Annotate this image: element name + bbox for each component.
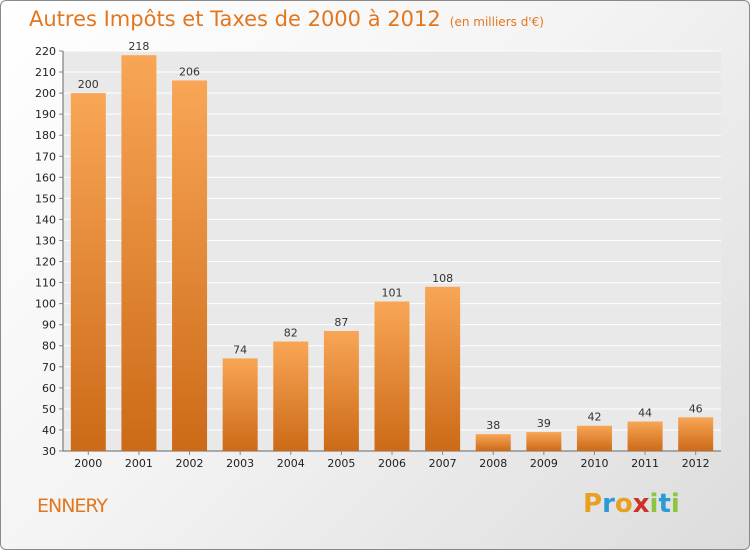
x-tick-label: 2007 xyxy=(429,457,457,470)
x-tick-label: 2008 xyxy=(479,457,507,470)
y-tick-label: 40 xyxy=(42,424,56,437)
y-tick-label: 80 xyxy=(42,340,56,353)
y-tick-label: 220 xyxy=(35,45,56,58)
proxiti-logo: Proxiti xyxy=(583,489,680,519)
bar-2006 xyxy=(374,301,410,451)
bar-2012 xyxy=(678,417,714,451)
y-tick-label: 130 xyxy=(35,234,56,247)
bar-2000 xyxy=(70,93,106,452)
value-label: 200 xyxy=(78,78,99,91)
logo-letter: P xyxy=(583,489,603,519)
bar-2004 xyxy=(273,341,309,451)
x-tick-label: 2003 xyxy=(226,457,254,470)
logo-letter: r xyxy=(602,489,615,519)
commune-name: ENNERY xyxy=(37,495,108,517)
title-main: Autres Impôts et Taxes de 2000 à 2012 xyxy=(29,7,441,31)
value-label: 38 xyxy=(486,419,500,432)
x-tick-label: 2012 xyxy=(682,457,710,470)
y-tick-label: 190 xyxy=(35,108,56,121)
logo-letter: t xyxy=(658,489,671,519)
x-tick-label: 2005 xyxy=(327,457,355,470)
y-tick-label: 170 xyxy=(35,150,56,163)
x-tick-label: 2009 xyxy=(530,457,558,470)
y-tick-label: 50 xyxy=(42,403,56,416)
bar-2009 xyxy=(526,432,562,451)
y-tick-label: 90 xyxy=(42,319,56,332)
y-tick-label: 210 xyxy=(35,66,56,79)
chart-title: Autres Impôts et Taxes de 2000 à 2012 (e… xyxy=(29,7,544,31)
bar-2005 xyxy=(323,331,359,451)
value-label: 74 xyxy=(233,343,247,356)
y-tick-label: 160 xyxy=(35,171,56,184)
y-tick-label: 60 xyxy=(42,382,56,395)
value-label: 108 xyxy=(432,272,453,285)
value-label: 42 xyxy=(587,411,601,424)
value-label: 218 xyxy=(128,40,149,53)
y-tick-label: 100 xyxy=(35,298,56,311)
value-label: 39 xyxy=(537,417,551,430)
x-tick-label: 2011 xyxy=(631,457,659,470)
y-tick-label: 30 xyxy=(42,445,56,458)
bar-2007 xyxy=(425,286,461,451)
value-label: 87 xyxy=(334,316,348,329)
logo-letter: o xyxy=(614,489,633,519)
logo-letter: x xyxy=(632,489,650,519)
x-tick-label: 2010 xyxy=(580,457,608,470)
y-tick-label: 120 xyxy=(35,256,56,269)
y-tick-label: 110 xyxy=(35,277,56,290)
x-tick-label: 2006 xyxy=(378,457,406,470)
x-tick-label: 2001 xyxy=(125,457,153,470)
bar-2008 xyxy=(475,434,511,451)
y-tick-label: 150 xyxy=(35,192,56,205)
value-label: 44 xyxy=(638,407,652,420)
y-tick-label: 70 xyxy=(42,361,56,374)
bar-2001 xyxy=(121,55,157,452)
value-label: 82 xyxy=(284,327,298,340)
y-tick-label: 200 xyxy=(35,87,56,100)
y-tick-label: 140 xyxy=(35,213,56,226)
bar-2003 xyxy=(222,358,258,451)
logo-letter: i xyxy=(670,489,680,519)
x-tick-label: 2002 xyxy=(176,457,204,470)
bar-2011 xyxy=(627,421,663,451)
x-tick-label: 2000 xyxy=(74,457,102,470)
x-tick-label: 2004 xyxy=(277,457,305,470)
title-unit: (en milliers d'€) xyxy=(449,15,544,29)
logo-letter: i xyxy=(649,489,659,519)
y-tick-label: 180 xyxy=(35,129,56,142)
bar-2010 xyxy=(576,425,612,451)
value-label: 46 xyxy=(689,402,703,415)
bar-2002 xyxy=(172,80,208,451)
value-label: 206 xyxy=(179,65,200,78)
value-label: 101 xyxy=(382,287,403,300)
